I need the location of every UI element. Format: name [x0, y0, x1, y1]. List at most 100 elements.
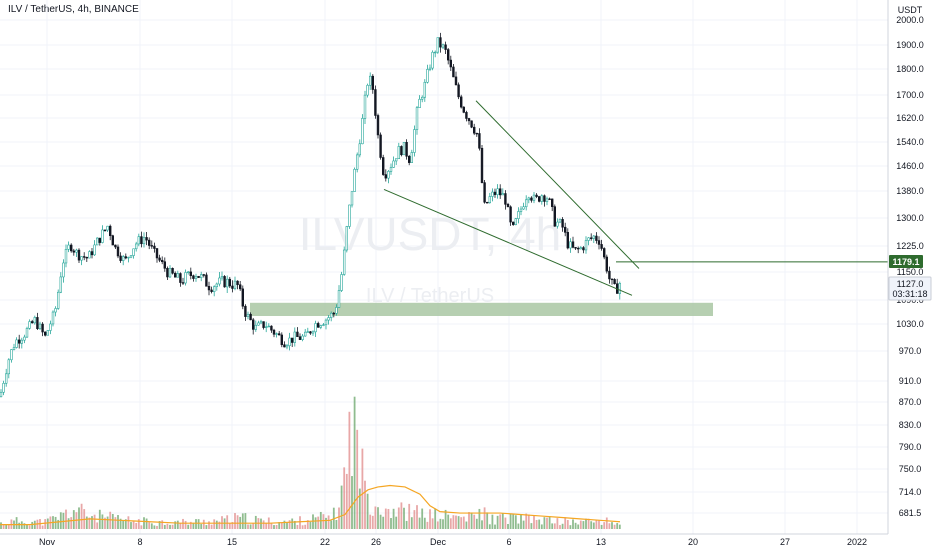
candle-body — [85, 256, 89, 259]
price-tick-label: 1900.0 — [896, 40, 924, 50]
candle-body — [114, 244, 117, 248]
candle — [187, 271, 190, 275]
trendline-layer — [383, 100, 640, 296]
candle-body — [379, 134, 382, 158]
volume-bar — [234, 513, 236, 529]
candle — [249, 312, 252, 321]
volume-bar — [46, 518, 49, 529]
volume-bar — [533, 515, 535, 529]
candle — [519, 206, 523, 216]
volume-bar — [548, 516, 551, 529]
candle-body — [597, 240, 601, 245]
candle-body — [571, 241, 575, 248]
candle — [119, 252, 122, 263]
candle-body — [600, 244, 603, 249]
candle — [610, 278, 614, 285]
candle-body — [148, 239, 151, 246]
candle — [392, 156, 395, 168]
candle-body — [415, 107, 419, 130]
candle — [475, 132, 478, 137]
price-tick-label: 1800.0 — [896, 64, 924, 74]
volume-bar — [418, 517, 421, 529]
volume-bar — [392, 508, 395, 529]
volume-bar — [57, 519, 60, 529]
volume-bar — [15, 517, 18, 529]
candle — [166, 266, 169, 280]
candle — [226, 275, 229, 294]
volume-bar — [143, 517, 145, 529]
candle — [569, 238, 572, 253]
volume-bar — [228, 522, 231, 529]
volume-bar — [478, 508, 481, 529]
volume-bar — [514, 515, 517, 529]
candle — [363, 90, 367, 125]
candle-body — [509, 206, 512, 223]
candle-body — [459, 96, 463, 108]
candle-body — [54, 308, 57, 313]
candle-body — [589, 237, 593, 239]
candle-body — [566, 232, 570, 249]
volume-bar — [452, 515, 455, 529]
candle-body — [10, 349, 13, 361]
volume-bar — [585, 518, 587, 529]
candle-body — [5, 373, 8, 384]
candle-body — [530, 197, 533, 201]
candle — [132, 248, 135, 259]
candle — [488, 192, 491, 204]
candle-body — [392, 160, 395, 168]
candle — [96, 237, 99, 246]
candle-body — [155, 248, 159, 259]
candle — [550, 198, 554, 212]
candle — [114, 244, 117, 250]
candle-body — [418, 98, 421, 108]
candle-body — [109, 225, 112, 236]
candle-body — [140, 236, 143, 245]
candles-layer — [0, 32, 622, 398]
candle — [77, 248, 81, 264]
volume-bar — [343, 467, 346, 529]
candle — [579, 246, 583, 250]
candle-body — [327, 317, 330, 321]
candle-body — [264, 326, 268, 328]
volume-bar — [309, 521, 312, 529]
candle — [194, 273, 198, 282]
candle — [337, 285, 341, 309]
volume-bar — [447, 514, 450, 529]
candle-body — [75, 249, 78, 253]
candle-body — [187, 271, 190, 273]
candle-body — [241, 288, 244, 307]
candle-body — [161, 259, 164, 263]
volume-bar — [96, 522, 99, 529]
volume-bar — [176, 520, 179, 529]
candle — [264, 321, 268, 333]
candle-body — [337, 290, 341, 308]
candle-body — [41, 323, 44, 333]
candle — [189, 267, 192, 280]
volume-bar — [306, 520, 309, 529]
candle — [553, 204, 557, 227]
candle-body — [595, 235, 598, 241]
candle — [43, 331, 47, 337]
candle — [504, 190, 507, 210]
volume-bar — [444, 509, 447, 529]
volume-bar — [395, 516, 398, 529]
time-axis[interactable] — [0, 534, 888, 550]
candle-body — [368, 75, 372, 86]
candle-body — [283, 344, 286, 348]
volume-bar — [252, 523, 255, 529]
candle-body — [491, 191, 494, 197]
volume-bar — [582, 521, 585, 529]
candle — [465, 110, 468, 122]
candle — [288, 332, 291, 351]
candle-body — [550, 198, 554, 207]
volume-bar — [512, 514, 515, 529]
candle-body — [301, 335, 304, 340]
volume-bar — [221, 516, 223, 529]
candle-body — [366, 84, 369, 96]
candle — [64, 244, 68, 268]
candle-body — [218, 277, 221, 285]
volume-bar — [85, 516, 88, 529]
candle — [413, 125, 416, 157]
candle — [30, 319, 34, 324]
